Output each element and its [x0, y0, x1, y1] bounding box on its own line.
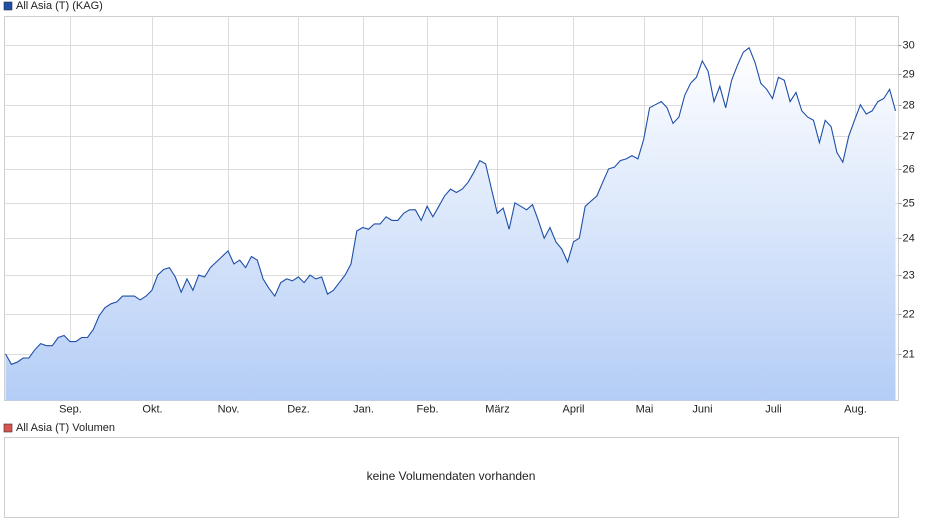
y-tick-label: 21: [903, 348, 915, 360]
legend-swatch: [3, 423, 13, 433]
volume-message: keine Volumendaten vorhanden: [367, 469, 536, 483]
price-area: [5, 47, 896, 401]
volume-plot-frame: [4, 437, 899, 518]
x-tick-label: Aug.: [844, 403, 867, 415]
y-tick-label: 30: [903, 39, 915, 51]
y-tick-label: 22: [903, 308, 915, 320]
y-tick-label: 28: [903, 99, 915, 111]
x-tick-label: Juni: [692, 403, 712, 415]
y-tick-label: 27: [903, 130, 915, 142]
x-tick-label: Jan.: [353, 403, 374, 415]
x-tick-label: April: [562, 403, 584, 415]
x-tick-label: Dez.: [287, 403, 310, 415]
y-tick-label: 24: [903, 232, 915, 244]
x-tick-label: März: [485, 403, 509, 415]
x-tick-label: Sep.: [59, 403, 82, 415]
x-tick-label: Feb.: [416, 403, 438, 415]
y-tick-label: 23: [903, 269, 915, 281]
x-tick-label: Okt.: [142, 403, 162, 415]
y-tick-label: 26: [903, 163, 915, 175]
y-tick-label: 29: [903, 68, 915, 80]
legend-label: All Asia (T) Volumen: [16, 422, 115, 434]
legend-swatch: [3, 1, 13, 11]
x-tick-label: Mai: [636, 403, 654, 415]
price-line: [5, 46, 897, 365]
x-tick-label: Nov.: [218, 403, 240, 415]
y-tick-label: 25: [903, 197, 915, 209]
x-tick-label: Juli: [765, 403, 782, 415]
legend-label: All Asia (T) (KAG): [16, 0, 103, 12]
